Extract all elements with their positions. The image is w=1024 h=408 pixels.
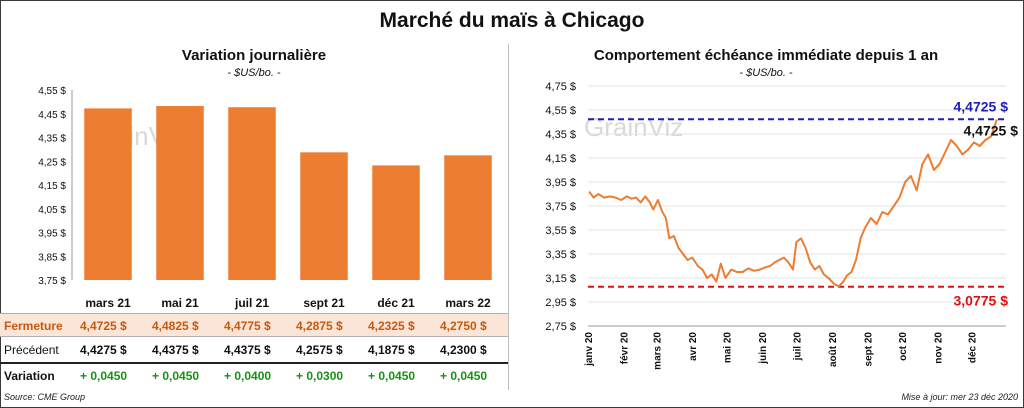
table-row-fermeture: Fermeture 4,4725 $ 4,4825 $ 4,4775 $ 4,2… — [0, 313, 508, 337]
row-label: Variation — [4, 369, 55, 383]
bar-3 — [300, 152, 348, 280]
bar-chart: GrainViz 4,55 $4,45 $4,35 $4,25 $4,15 $4… — [38, 86, 492, 310]
high-value-annotation: 4,4725 $ — [954, 98, 1009, 114]
table-cell: + 0,0450 — [152, 369, 200, 383]
right-panel-title: Comportement échéance immédiate depuis 1… — [593, 47, 939, 64]
table-cell: 4,2575 $ — [296, 343, 343, 357]
x-tick-label: déc 20 — [968, 332, 979, 364]
x-tick-label: juil 21 — [234, 296, 269, 310]
y-tick-label: 4,35 $ — [545, 129, 576, 141]
table-cell: + 0,0400 — [224, 369, 272, 383]
x-tick-label: mars 21 — [85, 296, 131, 310]
y-tick-label: 4,75 $ — [545, 81, 576, 93]
table-row-precedent: Précédent 4,4275 $ 4,4375 $ 4,4375 $ 4,2… — [0, 338, 508, 362]
y-tick-label: 3,75 $ — [38, 276, 66, 287]
row-label: Précédent — [4, 343, 59, 357]
y-tick-label: 4,15 $ — [38, 181, 66, 192]
row-label: Fermeture — [4, 319, 63, 333]
table-cell: 4,4375 $ — [224, 343, 271, 357]
bar-5 — [444, 155, 492, 280]
x-tick-label: mars 22 — [445, 296, 491, 310]
table-cell: 4,4725 $ — [80, 319, 127, 333]
y-tick-label: 4,35 $ — [38, 134, 66, 145]
y-tick-label: 3,55 $ — [545, 225, 576, 237]
table-cell: 4,1875 $ — [368, 343, 415, 357]
line-chart: GrainViz 4,75 $ 4,55 $ 4,35 $ 4,15 $ 3,95 $ 3… — [545, 81, 1019, 370]
bar-4 — [372, 165, 420, 280]
table-separator — [0, 362, 508, 364]
x-tick-label: nov 20 — [933, 332, 944, 364]
table-cell: 4,4375 $ — [152, 343, 199, 357]
page-title: Marché du maïs à Chicago — [379, 9, 645, 32]
x-tick-label: août 20 — [828, 332, 839, 367]
last-value-annotation: 4,4725 $ — [964, 122, 1019, 138]
bar-1 — [156, 106, 204, 280]
table-cell: 4,4275 $ — [80, 343, 127, 357]
y-tick-label: 4,45 $ — [38, 110, 66, 121]
table-cell: + 0,0450 — [440, 369, 488, 383]
y-tick-label: 3,75 $ — [545, 201, 576, 213]
y-tick-label: 4,15 $ — [545, 153, 576, 165]
bar-0 — [84, 108, 132, 280]
table-cell: 4,4825 $ — [152, 319, 199, 333]
left-panel-title: Variation journalière — [181, 47, 327, 64]
source-note: Source: CME Group — [4, 392, 86, 402]
bar-2 — [228, 107, 276, 280]
x-tick-label: déc 21 — [377, 296, 415, 310]
x-tick-label: janv 20 — [584, 332, 595, 367]
y-tick-label: 2,95 $ — [545, 297, 576, 309]
x-tick-label: févr 20 — [620, 332, 631, 365]
y-tick-label: 4,55 $ — [38, 86, 66, 97]
table-cell: 4,2300 $ — [440, 343, 487, 357]
y-tick-label: 3,95 $ — [545, 177, 576, 189]
y-tick-label: 4,05 $ — [38, 205, 66, 216]
x-tick-label: avr 20 — [688, 332, 699, 361]
table-cell: + 0,0450 — [80, 369, 128, 383]
table-cell: 4,4775 $ — [224, 319, 271, 333]
y-tick-label: 3,95 $ — [38, 229, 66, 240]
x-tick-label: sept 21 — [303, 296, 345, 310]
low-value-annotation: 3,0775 $ — [954, 293, 1009, 309]
table-cell: + 0,0450 — [368, 369, 416, 383]
x-tick-label: mai 20 — [723, 332, 734, 364]
watermark-right: GrainViz — [584, 112, 683, 142]
left-panel-unit: - $US/bo. - — [227, 67, 281, 79]
y-tick-label: 3,85 $ — [38, 252, 66, 263]
table-cell: + 0,0300 — [296, 369, 344, 383]
table-cell: 4,2325 $ — [368, 319, 415, 333]
y-tick-label: 2,75 $ — [545, 321, 576, 333]
x-tick-label: sept 20 — [863, 332, 874, 367]
x-tick-label: juin 20 — [758, 332, 769, 365]
x-tick-label: oct 20 — [898, 332, 909, 361]
y-tick-label: 4,25 $ — [38, 157, 66, 168]
x-tick-label: juil 20 — [792, 332, 803, 362]
y-tick-label: 3,35 $ — [545, 249, 576, 261]
table-row-variation: Variation + 0,0450 + 0,0450 + 0,0400 + 0… — [0, 364, 508, 388]
series-line-corn-front-month — [588, 119, 998, 288]
x-tick-label: mars 20 — [653, 332, 664, 370]
y-tick-label: 3,15 $ — [545, 273, 576, 285]
right-panel-unit: - $US/bo. - — [739, 67, 793, 79]
x-tick-label: mai 21 — [161, 296, 199, 310]
panel-divider — [508, 44, 509, 390]
y-tick-label: 4,55 $ — [545, 105, 576, 117]
table-cell: 4,2875 $ — [296, 319, 343, 333]
table-cell: 4,2750 $ — [440, 319, 487, 333]
update-note: Mise à jour: mer 23 déc 2020 — [901, 392, 1018, 402]
